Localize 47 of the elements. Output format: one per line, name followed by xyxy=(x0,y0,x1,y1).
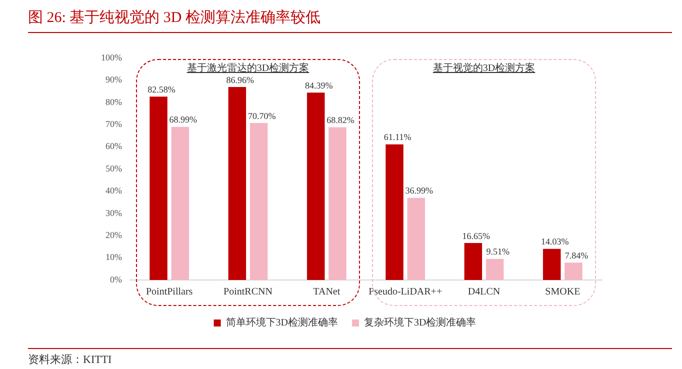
legend-label: 简单环境下3D检测准确率 xyxy=(226,316,338,329)
annotation: 基于视觉的3D检测方案 xyxy=(432,62,536,75)
data-label: 70.70% xyxy=(248,110,276,121)
y-tick-label: 60% xyxy=(106,141,122,152)
annotation: 基于激光雷达的3D检测方案 xyxy=(186,62,310,75)
data-label: 61.11% xyxy=(384,132,412,142)
y-tick-label: 10% xyxy=(106,252,122,262)
data-label: 36.99% xyxy=(405,186,434,196)
bar xyxy=(228,86,246,280)
bar xyxy=(464,243,482,280)
y-tick-label: 80% xyxy=(106,96,122,107)
bar xyxy=(328,127,346,280)
y-tick-label: 0% xyxy=(110,274,122,284)
bar xyxy=(564,262,582,280)
data-label: 68.82% xyxy=(326,115,355,126)
x-tick-label: D4LCN xyxy=(468,286,500,298)
y-tick-label: 90% xyxy=(106,74,122,85)
data-label: 84.39% xyxy=(304,80,334,91)
y-tick-label: 50% xyxy=(106,163,122,174)
bar xyxy=(386,144,404,280)
bar xyxy=(171,126,190,280)
y-tick-label: 20% xyxy=(106,230,122,240)
bar xyxy=(250,123,268,280)
x-tick-label: TANet xyxy=(313,286,340,298)
data-label: 7.84% xyxy=(564,250,589,260)
data-label: 82.58% xyxy=(148,84,176,95)
bar xyxy=(150,96,168,280)
x-tick-label: SMOKE xyxy=(545,286,580,298)
data-label: 16.65% xyxy=(462,230,491,241)
y-tick-label: 40% xyxy=(106,186,122,196)
data-label: 68.99% xyxy=(169,114,198,125)
bar xyxy=(486,258,504,280)
x-tick-label: PointPillars xyxy=(146,286,193,298)
bar xyxy=(306,92,325,280)
y-tick-label: 70% xyxy=(106,118,122,129)
data-label: 9.51% xyxy=(486,246,510,257)
y-tick-label: 100% xyxy=(101,52,122,62)
text: 资料来源：KITTI xyxy=(28,353,112,367)
x-tick-label: Pseudo-LiDAR++ xyxy=(368,286,442,298)
legend-label: 复杂环境下3D检测准确率 xyxy=(364,316,476,329)
data-label: 14.03% xyxy=(540,236,570,247)
chart-title: 图 26: 基于纯视觉的 3D 检测算法准确率较低 xyxy=(28,8,320,27)
y-tick-label: 30% xyxy=(106,208,122,218)
bar xyxy=(407,198,426,280)
bar xyxy=(542,248,561,280)
x-tick-label: PointRCNN xyxy=(224,286,272,298)
data-label: 86.96% xyxy=(226,74,255,85)
